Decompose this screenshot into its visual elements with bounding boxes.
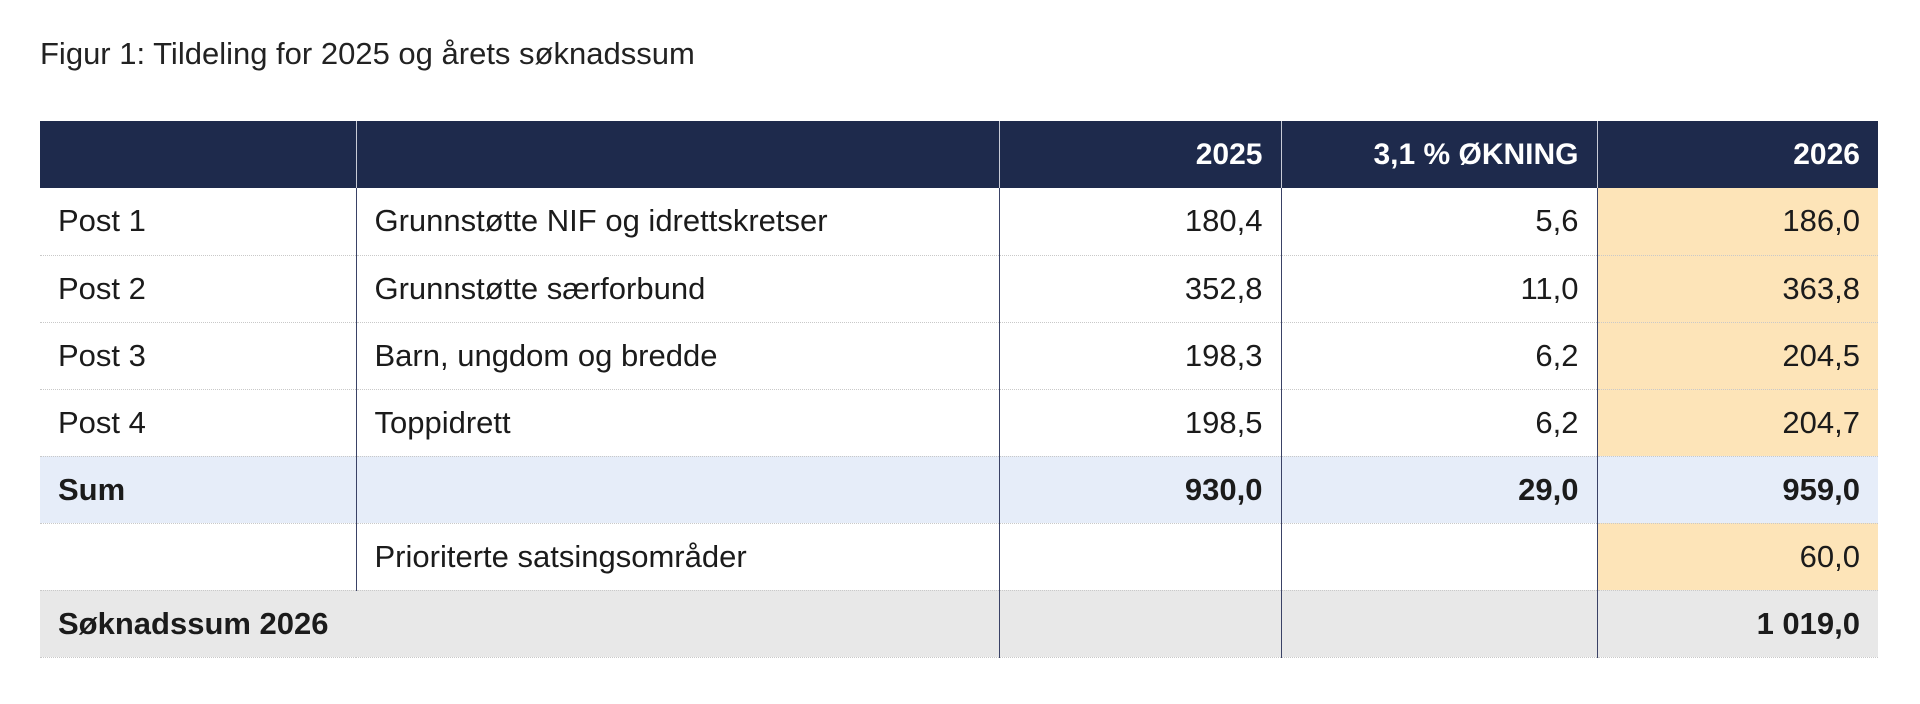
sum-increase: 29,0 bbox=[1280, 456, 1597, 524]
value-increase: 6,2 bbox=[1280, 322, 1597, 390]
value-2025: 198,5 bbox=[998, 389, 1281, 457]
value-2026: 186,0 bbox=[1596, 188, 1878, 256]
sum-2026: 959,0 bbox=[1596, 456, 1878, 524]
value-increase: 11,0 bbox=[1280, 255, 1597, 323]
table-header-row: 2025 3,1 % ØKNING 2026 bbox=[40, 121, 1878, 188]
total-increase-empty bbox=[1280, 590, 1597, 658]
value-2026: 204,7 bbox=[1596, 389, 1878, 457]
header-2025: 2025 bbox=[998, 121, 1281, 188]
header-post bbox=[40, 121, 356, 188]
priority-label-empty bbox=[40, 523, 356, 591]
post-label: Post 4 bbox=[40, 389, 356, 457]
header-increase: 3,1 % ØKNING bbox=[1280, 121, 1597, 188]
total-label: Søknadssum 2026 bbox=[40, 590, 999, 658]
table-row: Post 4 Toppidrett 198,5 6,2 204,7 bbox=[40, 389, 1878, 457]
post-description: Toppidrett bbox=[355, 389, 999, 457]
total-2025-empty bbox=[998, 590, 1281, 658]
total-row: Søknadssum 2026 1 019,0 bbox=[40, 590, 1878, 658]
value-increase: 6,2 bbox=[1280, 389, 1597, 457]
sum-label: Sum bbox=[40, 456, 356, 524]
post-description: Barn, ungdom og bredde bbox=[355, 322, 999, 390]
post-description: Grunnstøtte NIF og idrettskretser bbox=[355, 188, 999, 256]
post-description: Grunnstøtte særforbund bbox=[355, 255, 999, 323]
table-row: Post 3 Barn, ungdom og bredde 198,3 6,2 … bbox=[40, 322, 1878, 390]
priority-description: Prioriterte satsingsområder bbox=[355, 523, 999, 591]
value-2025: 352,8 bbox=[998, 255, 1281, 323]
figure-caption: Figur 1: Tildeling for 2025 og årets søk… bbox=[40, 36, 695, 71]
sum-row: Sum 930,0 29,0 959,0 bbox=[40, 456, 1878, 524]
priority-row: Prioriterte satsingsområder 60,0 bbox=[40, 523, 1878, 591]
table-row: Post 2 Grunnstøtte særforbund 352,8 11,0… bbox=[40, 255, 1878, 323]
post-label: Post 1 bbox=[40, 188, 356, 256]
priority-increase-empty bbox=[1280, 523, 1597, 591]
priority-2026: 60,0 bbox=[1596, 523, 1878, 591]
value-increase: 5,6 bbox=[1280, 188, 1597, 256]
value-2025: 180,4 bbox=[998, 188, 1281, 256]
table-row: Post 1 Grunnstøtte NIF og idrettskretser… bbox=[40, 188, 1878, 256]
header-description bbox=[355, 121, 999, 188]
header-2026: 2026 bbox=[1596, 121, 1878, 188]
sum-description-empty bbox=[355, 456, 999, 524]
post-label: Post 2 bbox=[40, 255, 356, 323]
value-2026: 363,8 bbox=[1596, 255, 1878, 323]
allocation-table: 2025 3,1 % ØKNING 2026 Post 1 Grunnstøtt… bbox=[40, 121, 1878, 658]
priority-2025-empty bbox=[998, 523, 1281, 591]
value-2025: 198,3 bbox=[998, 322, 1281, 390]
total-2026: 1 019,0 bbox=[1596, 590, 1878, 658]
sum-2025: 930,0 bbox=[998, 456, 1281, 524]
post-label: Post 3 bbox=[40, 322, 356, 390]
value-2026: 204,5 bbox=[1596, 322, 1878, 390]
